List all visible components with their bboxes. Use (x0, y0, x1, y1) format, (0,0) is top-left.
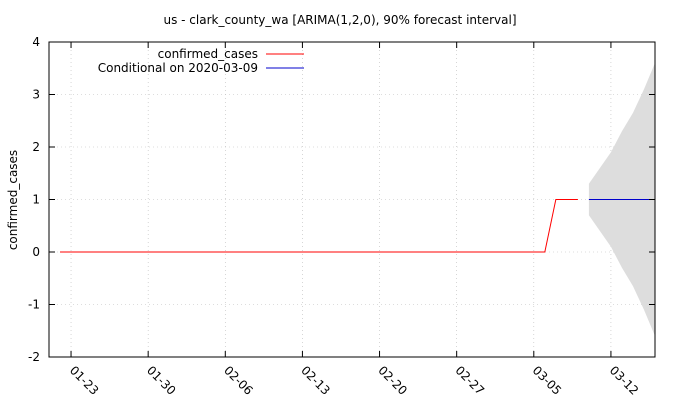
legend-label: confirmed_cases (158, 47, 258, 61)
y-tick-label: 2 (32, 140, 40, 154)
legend-label: Conditional on 2020-03-09 (98, 61, 258, 75)
y-tick-label: -1 (28, 298, 40, 312)
y-axis-label: confirmed_cases (6, 150, 20, 250)
y-tick-label: 1 (32, 193, 40, 207)
chart-title: us - clark_county_wa [ARIMA(1,2,0), 90% … (163, 13, 516, 27)
series-line-0 (60, 199, 578, 253)
y-tick-label: -2 (28, 350, 40, 364)
y-tick-label: 4 (32, 35, 40, 49)
y-tick-label: 3 (32, 88, 40, 102)
y-tick-label: 0 (32, 245, 40, 259)
series-layer (60, 199, 655, 253)
